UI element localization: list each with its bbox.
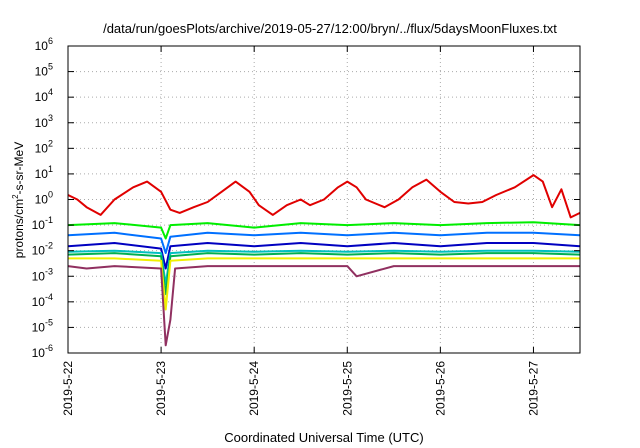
y-axis-label: protons/cm2-s-sr-MeV <box>11 142 26 258</box>
y-tick-label: 10-5 <box>32 317 53 334</box>
y-tick-label: 106 <box>35 36 53 53</box>
series-line-8 <box>67 265 580 347</box>
y-tick-label: 100 <box>35 190 53 207</box>
y-tick-label: 101 <box>35 164 53 181</box>
x-axis: 2019-5-22 2019-5-23 2019-5-24 2019-5-25 2019… <box>61 46 540 416</box>
x-tick-label: 2019-5-25 <box>340 361 354 416</box>
x-tick-label: 2019-5-26 <box>433 361 447 416</box>
chart-title: /data/run/goesPlots/archive/2019-05-27/1… <box>103 21 557 36</box>
series-group <box>67 174 581 347</box>
y-tick-label: 10-4 <box>32 292 53 309</box>
x-tick-label: 2019-5-23 <box>154 361 168 416</box>
series-line-1 <box>67 174 581 219</box>
y-tick-label: 104 <box>35 87 53 104</box>
x-tick-label: 2019-5-24 <box>247 361 261 416</box>
series-line-3 <box>67 231 581 255</box>
y-tick-label: 103 <box>35 113 53 130</box>
y-tick-label: 10-3 <box>32 266 53 283</box>
x-axis-label: Coordinated Universal Time (UTC) <box>224 430 423 445</box>
x-tick-label: 2019-5-27 <box>526 361 540 416</box>
y-tick-label: 10-1 <box>32 215 53 232</box>
y-tick-label: 10-6 <box>32 343 53 360</box>
y-tick-label: 105 <box>35 62 53 79</box>
y-tick-label: 102 <box>35 138 53 155</box>
series-line-2 <box>67 221 581 240</box>
y-axis: 10-6 10-5 10-4 10-3 10-2 10-1 100 101 102 103 104 1… <box>32 36 580 360</box>
x-tick-label: 2019-5-22 <box>61 361 75 416</box>
y-tick-label: 10-2 <box>32 241 53 258</box>
series-line-4 <box>67 242 581 270</box>
